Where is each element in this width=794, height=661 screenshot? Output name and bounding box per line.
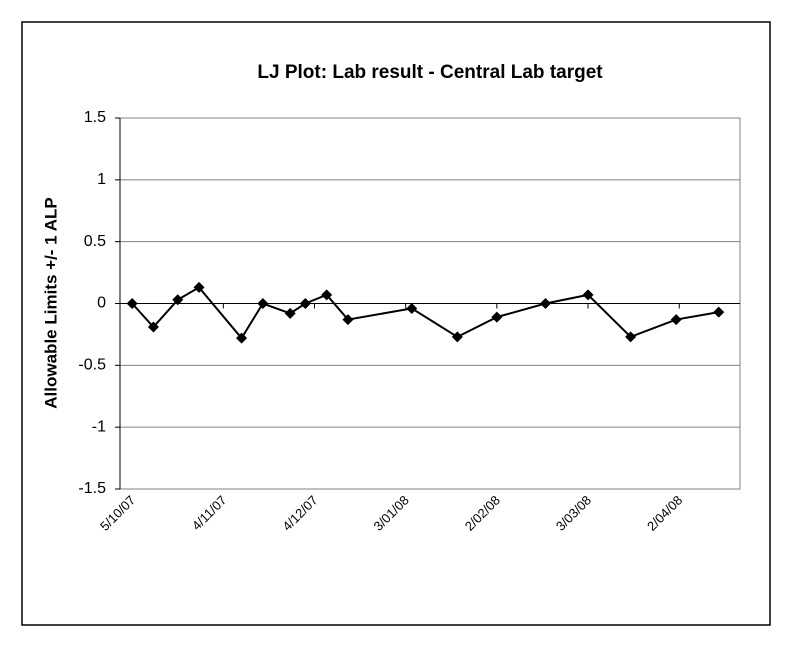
data-marker: [342, 314, 354, 326]
data-marker: [539, 298, 551, 309]
data-marker: [126, 298, 138, 309]
y-tick-label: 1: [97, 171, 106, 188]
data-marker: [670, 314, 682, 326]
chart-frame: [21, 21, 771, 626]
y-tick-label: 0: [97, 295, 106, 312]
data-marker: [491, 311, 503, 323]
data-marker: [582, 289, 594, 301]
y-tick-label: -1.5: [78, 480, 106, 497]
data-marker: [236, 332, 248, 344]
data-marker: [284, 307, 296, 319]
data-marker: [299, 298, 311, 309]
y-axis-label: Allowable Limits +/- 1 ALP: [41, 197, 60, 408]
chart-title: LJ Plot: Lab result - Central Lab target: [257, 62, 603, 83]
data-marker: [172, 294, 184, 306]
series-line: [131, 286, 719, 340]
data-marker: [257, 298, 269, 309]
data-marker: [321, 289, 333, 301]
y-tick-label: -0.5: [78, 357, 106, 374]
data-marker: [713, 306, 725, 318]
data-marker: [193, 281, 205, 293]
data-marker: [625, 331, 637, 343]
y-tick-label: -1: [92, 418, 106, 435]
data-marker: [406, 302, 418, 314]
data-marker: [451, 331, 463, 343]
y-tick-label: 1.5: [84, 109, 106, 126]
y-tick-label: 0.5: [84, 233, 106, 250]
data-marker: [147, 321, 159, 333]
